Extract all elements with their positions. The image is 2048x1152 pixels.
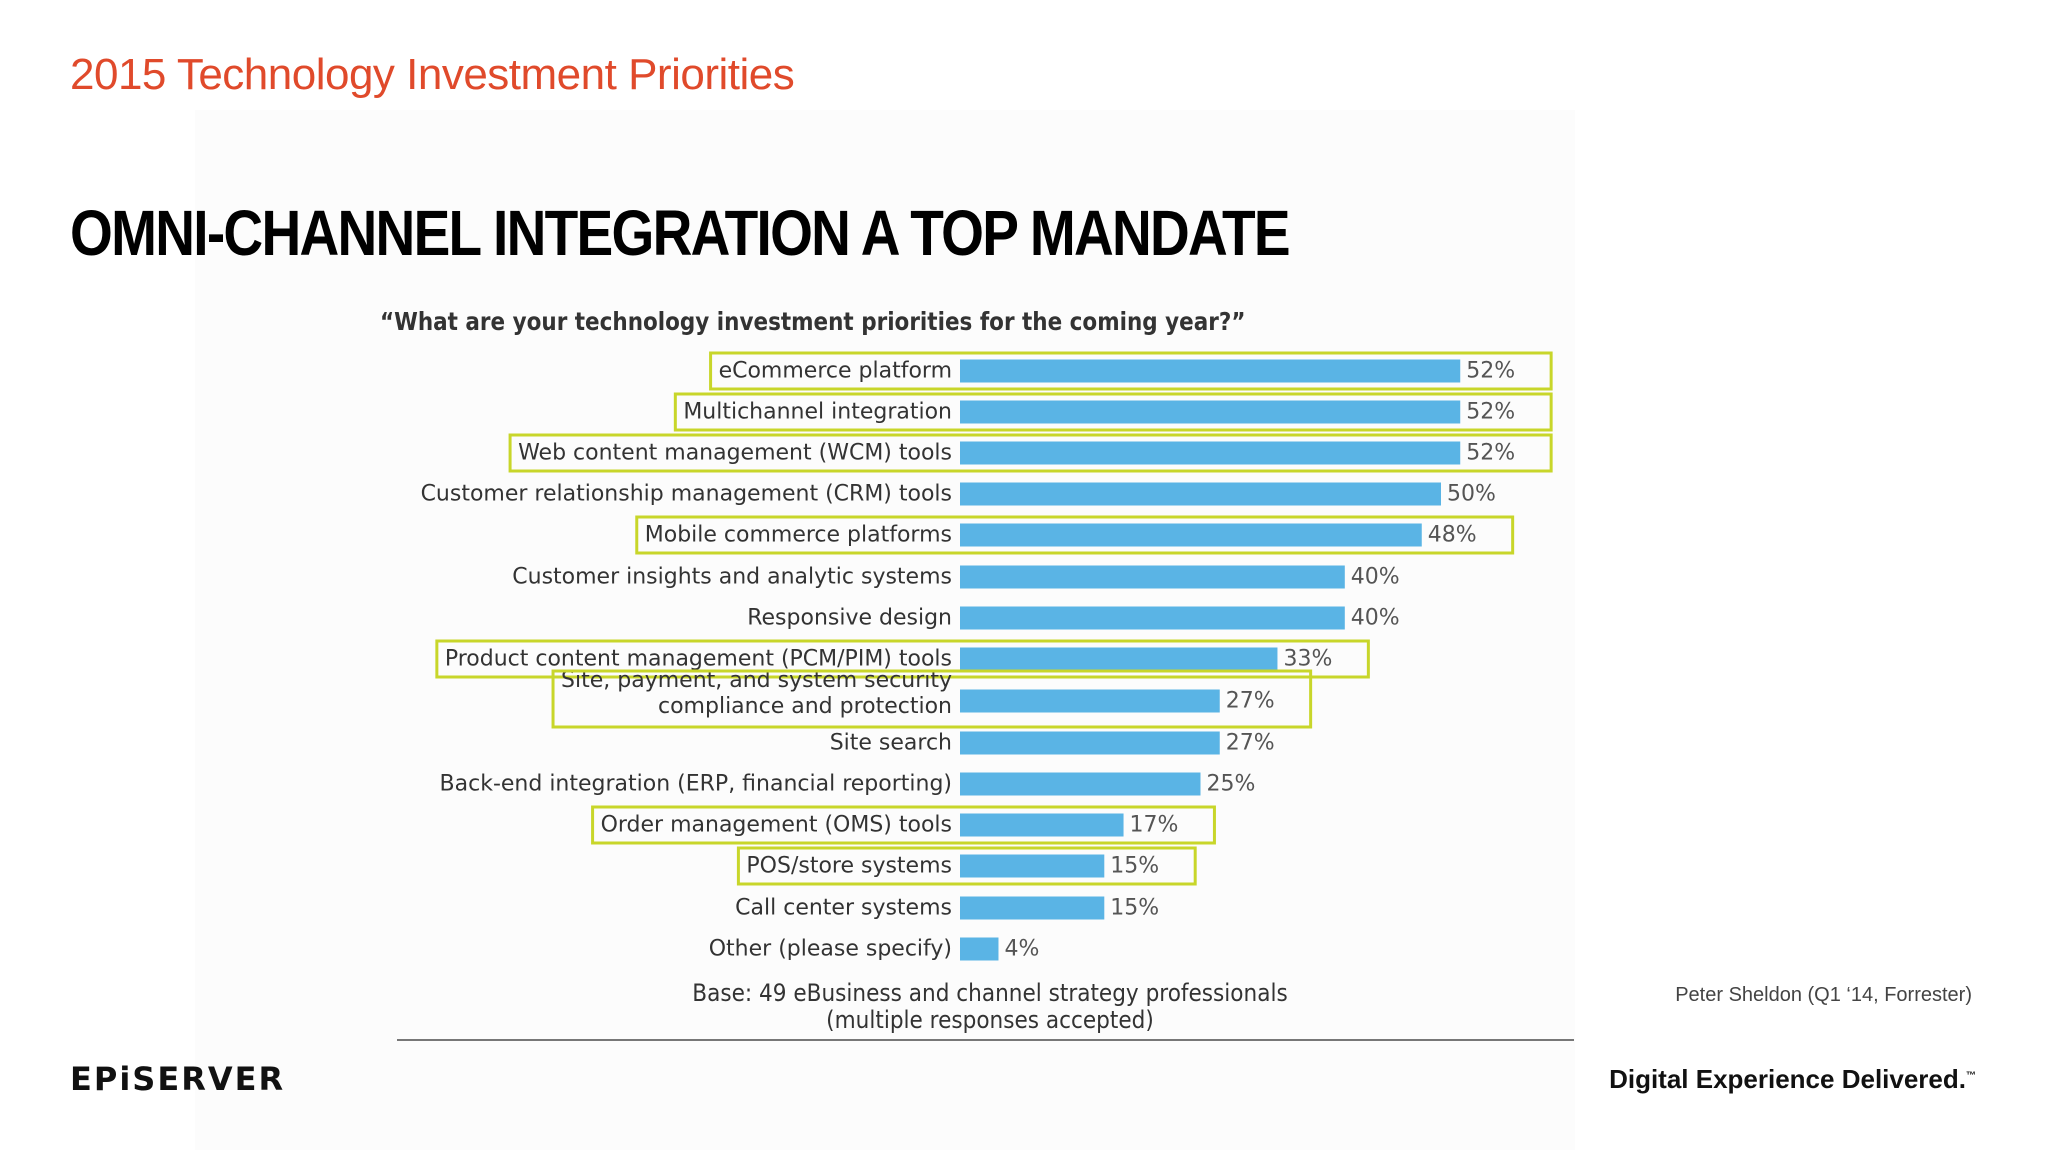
category-label-13: Call center systems [735, 896, 952, 921]
value-label-0: 52% [1466, 359, 1515, 384]
bar-12 [960, 854, 1105, 878]
trademark-mark: ™ [1966, 1070, 1976, 1082]
highlight-box-11 [591, 805, 1216, 845]
value-label-5: 40% [1351, 565, 1400, 590]
highlight-box-1 [673, 392, 1553, 432]
category-label-12: POS/store systems [746, 854, 952, 879]
highlight-box-12 [736, 846, 1197, 886]
value-label-8: 27% [1226, 689, 1275, 714]
category-label-3: Customer relationship management (CRM) t… [421, 482, 952, 507]
chart-title: “What are your technology investment pri… [380, 307, 1246, 336]
category-label-1: Multichannel integration [683, 400, 952, 425]
bar-14 [960, 937, 999, 961]
value-label-14: 4% [1004, 937, 1039, 962]
value-label-6: 40% [1351, 606, 1400, 631]
value-label-4: 48% [1428, 523, 1477, 548]
category-label-8: Site, payment, and system security compli… [561, 668, 952, 719]
category-label-9: Site search [830, 731, 952, 756]
chart-panel [195, 110, 1575, 1150]
base-note-line-2: (multiple responses accepted) [826, 1006, 1154, 1034]
value-label-9: 27% [1226, 731, 1275, 756]
divider-rule [397, 1039, 1574, 1041]
highlight-box-4 [635, 515, 1515, 555]
category-label-11: Order management (OMS) tools [601, 813, 952, 838]
tagline: Digital Experience Delivered.™ [1609, 1064, 1976, 1095]
slide-title: 2015 Technology Investment Priorities [70, 50, 795, 99]
episerver-logo: EPiSERVER [70, 1060, 286, 1098]
category-label-7: Product content management (PCM/PIM) too… [445, 647, 952, 672]
bar-13 [960, 896, 1105, 920]
bar-1 [960, 400, 1461, 424]
category-label-6: Responsive design [747, 606, 952, 631]
value-label-10: 25% [1207, 772, 1256, 797]
category-label-5: Customer insights and analytic systems [512, 565, 952, 590]
bar-2 [960, 441, 1461, 465]
bar-7 [960, 647, 1278, 671]
value-label-2: 52% [1466, 441, 1515, 466]
tagline-text: Digital Experience Delivered. [1609, 1064, 1966, 1094]
category-label-4: Mobile commerce platforms [645, 523, 952, 548]
headline: OMNI-CHANNEL INTEGRATION A TOP MANDATE [70, 197, 1291, 269]
bar-11 [960, 813, 1124, 837]
bar-0 [960, 359, 1461, 383]
value-label-7: 33% [1283, 647, 1332, 672]
value-label-12: 15% [1110, 854, 1159, 879]
bar-4 [960, 523, 1422, 547]
highlight-box-8 [551, 669, 1313, 729]
highlight-box-0 [709, 351, 1553, 391]
category-label-10: Back-end integration (ERP, financial rep… [440, 772, 952, 797]
value-label-3: 50% [1447, 482, 1496, 507]
bar-5 [960, 565, 1345, 589]
source-citation: Peter Sheldon (Q1 ‘14, Forrester) [1675, 984, 1972, 1006]
bar-8 [960, 689, 1220, 713]
category-label-0: eCommerce platform [719, 359, 952, 384]
bar-9 [960, 731, 1220, 755]
value-label-11: 17% [1130, 813, 1179, 838]
bar-6 [960, 606, 1345, 630]
bar-3 [960, 482, 1441, 506]
value-label-1: 52% [1466, 400, 1515, 425]
base-note-line-1: Base: 49 eBusiness and channel strategy … [692, 979, 1288, 1007]
value-label-13: 15% [1110, 896, 1159, 921]
highlight-box-7 [435, 639, 1370, 679]
category-label-2: Web content management (WCM) tools [518, 441, 952, 466]
category-label-line: compliance and protection [658, 694, 952, 719]
highlight-box-2 [508, 433, 1553, 473]
bar-10 [960, 772, 1201, 796]
category-label-14: Other (please specify) [709, 937, 952, 962]
chart-base-note: Base: 49 eBusiness and channel strategy … [603, 980, 1377, 1034]
